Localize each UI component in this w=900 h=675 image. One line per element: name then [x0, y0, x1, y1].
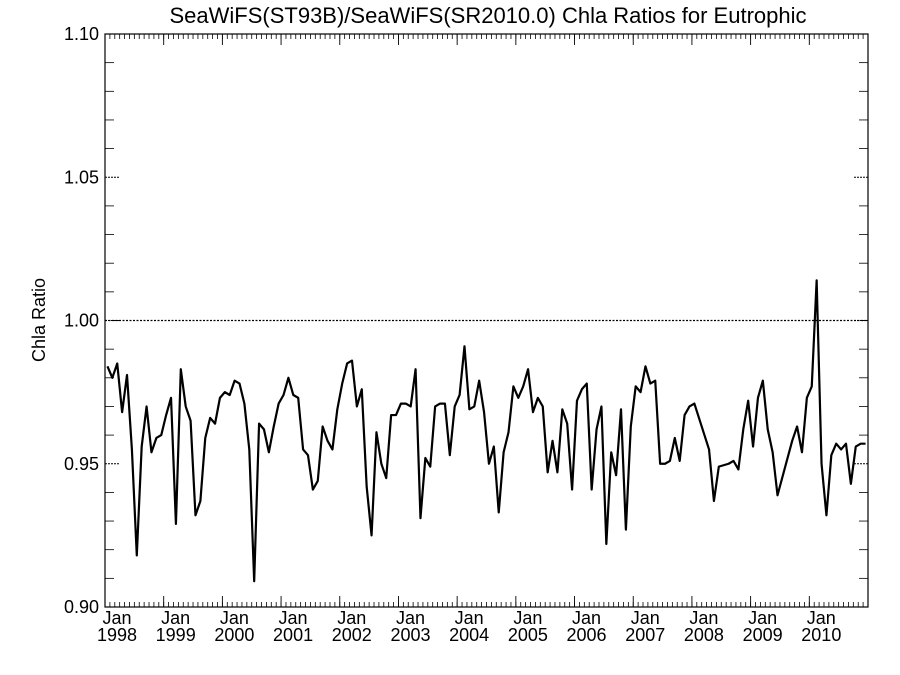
x-tick-year: 2009 [743, 625, 783, 645]
minor-ticks [105, 34, 868, 607]
x-tick-year: 2001 [273, 625, 313, 645]
x-tick-year: 2005 [508, 625, 548, 645]
y-tick-label: 1.00 [64, 311, 99, 331]
x-tick-year: 2010 [801, 625, 841, 645]
x-tick-month: Jan [161, 608, 190, 628]
x-tick-month: Jan [279, 608, 308, 628]
y-tick-labels: 0.90 0.95 1.00 1.05 1.10 [64, 24, 99, 617]
x-tick-year: 2002 [332, 625, 372, 645]
x-tick-month: Jan [396, 608, 425, 628]
x-tick-year: 2006 [567, 625, 607, 645]
x-tick-year: 1999 [156, 625, 196, 645]
major-ticks [104, 34, 868, 607]
x-tick-year: 2003 [390, 625, 430, 645]
series [106, 279, 866, 583]
series-line [106, 279, 866, 583]
x-tick-year: 2008 [684, 625, 724, 645]
y-tick-label: 1.05 [64, 167, 99, 187]
x-tick-month: Jan [220, 608, 249, 628]
x-tick-year: 2000 [214, 625, 254, 645]
x-tick-month: Jan [337, 608, 366, 628]
x-tick-year: 1998 [97, 625, 137, 645]
y-tick-label: 1.10 [64, 24, 99, 44]
x-tick-month: Jan [631, 608, 660, 628]
x-tick-year: 2004 [449, 625, 489, 645]
x-tick-month: Jan [455, 608, 484, 628]
x-tick-month: Jan [572, 608, 601, 628]
x-tick-month: Jan [748, 608, 777, 628]
x-tick-labels: Jan1998Jan1999Jan2000Jan2001Jan2002Jan20… [97, 608, 841, 645]
y-tick-label: 0.90 [64, 597, 99, 617]
x-tick-month: Jan [807, 608, 836, 628]
x-tick-month: Jan [102, 608, 131, 628]
x-tick-month: Jan [689, 608, 718, 628]
x-tick-year: 2007 [625, 625, 665, 645]
chart-title: SeaWiFS(ST93B)/SeaWiFS(SR2010.0) Chla Ra… [169, 3, 806, 28]
y-axis-label: Chla Ratio [29, 278, 49, 362]
y-tick-label: 0.95 [64, 454, 99, 474]
x-tick-month: Jan [513, 608, 542, 628]
